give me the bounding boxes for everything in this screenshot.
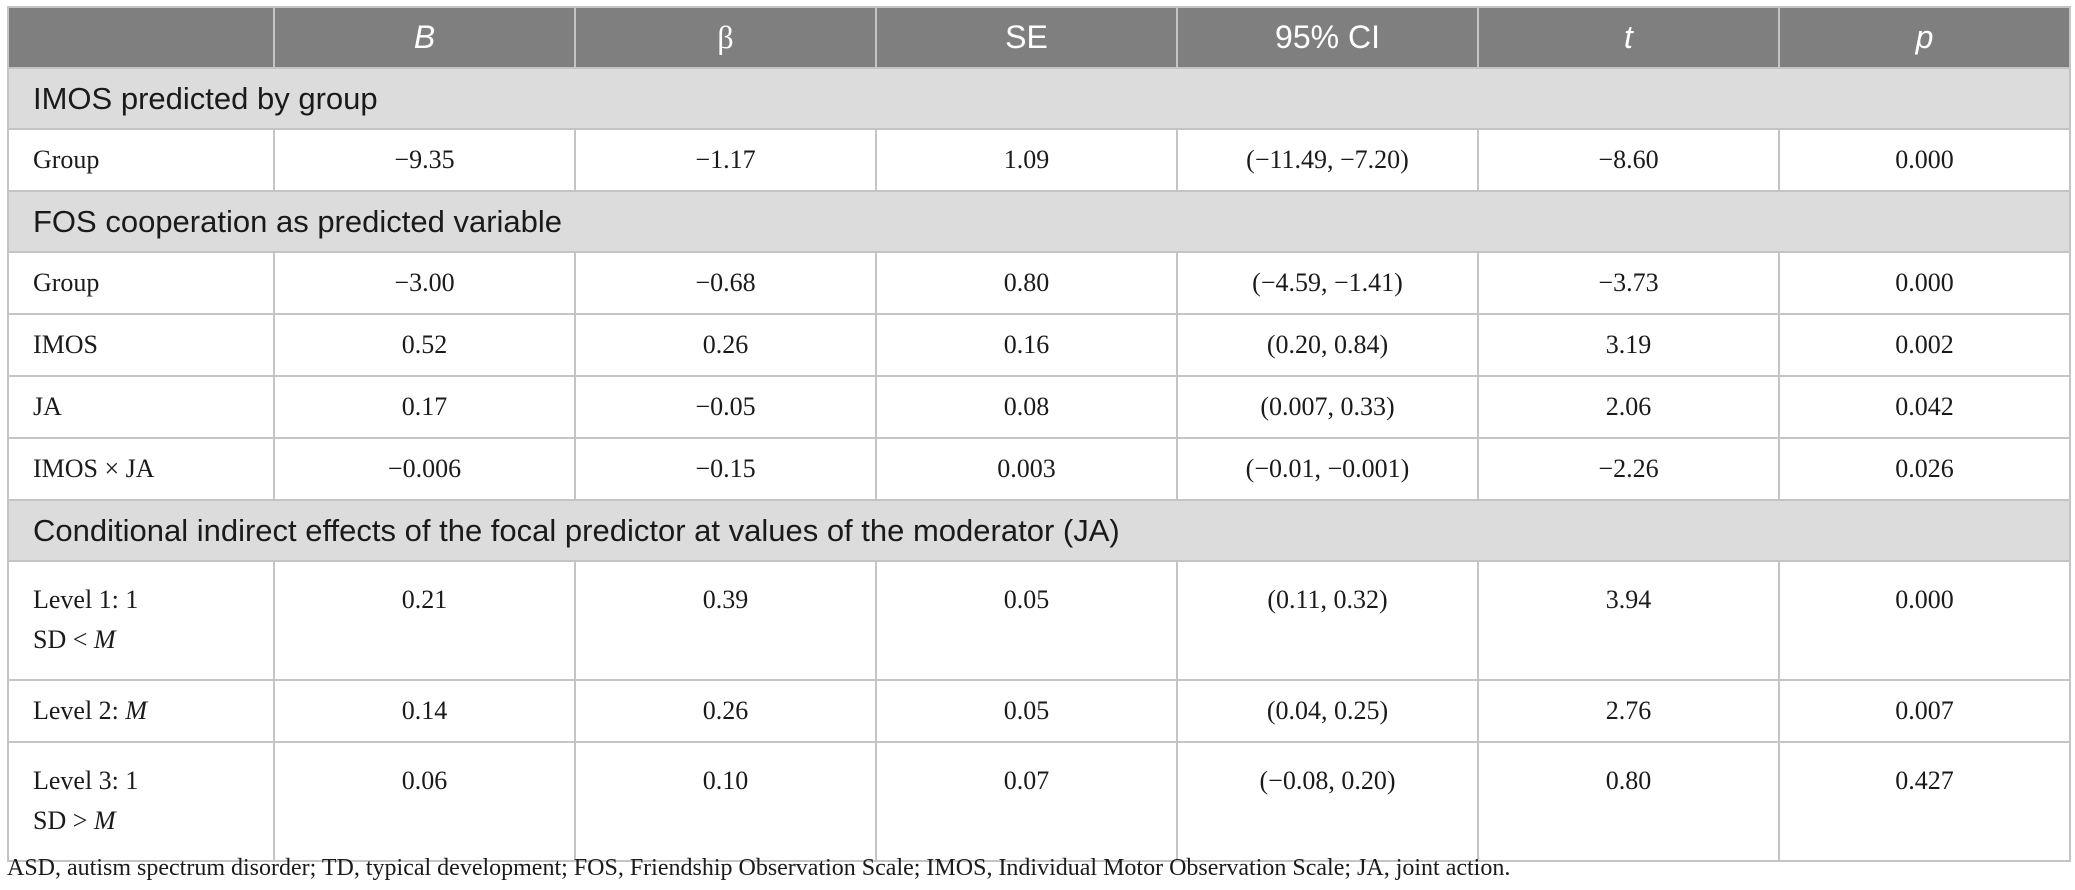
row-label: IMOS: [7, 313, 275, 377]
header-row: B β SE 95% CI t p: [7, 6, 2071, 69]
table-row: Level 1: 1 SD < M 0.21 0.39 0.05 (0.11, …: [7, 560, 2071, 681]
cell-se: 0.05: [875, 560, 1178, 681]
table-row: IMOS 0.52 0.26 0.16 (0.20, 0.84) 3.19 0.…: [7, 313, 2071, 377]
cell-b: 0.21: [273, 560, 576, 681]
header-b: B: [273, 6, 576, 69]
cell-ci: (−4.59, −1.41): [1176, 251, 1479, 315]
section-title: Conditional indirect effects of the foca…: [7, 499, 2071, 562]
cell-se: 0.003: [875, 437, 1178, 501]
cell-t: 2.06: [1477, 375, 1780, 439]
cell-p: 0.042: [1778, 375, 2071, 439]
cell-beta: 0.26: [574, 679, 877, 743]
cell-t: −8.60: [1477, 128, 1780, 192]
cell-t: 3.94: [1477, 560, 1780, 681]
cell-b: 0.14: [273, 679, 576, 743]
cell-beta: −0.68: [574, 251, 877, 315]
row-label-line2: SD >: [33, 806, 94, 835]
row-label: Level 3: 1 SD > M: [7, 741, 275, 862]
row-label-line1: Level 1: 1: [33, 585, 139, 614]
cell-se: 1.09: [875, 128, 1178, 192]
cell-p: 0.026: [1778, 437, 2071, 501]
cell-ci: (−0.01, −0.001): [1176, 437, 1479, 501]
cell-ci: (−11.49, −7.20): [1176, 128, 1479, 192]
cell-t: −3.73: [1477, 251, 1780, 315]
row-label: Group: [7, 128, 275, 192]
cell-ci: (0.04, 0.25): [1176, 679, 1479, 743]
cell-se: 0.08: [875, 375, 1178, 439]
cell-t: 3.19: [1477, 313, 1780, 377]
cell-p: 0.007: [1778, 679, 2071, 743]
header-se: SE: [875, 6, 1178, 69]
cell-ci: (−0.08, 0.20): [1176, 741, 1479, 862]
row-label: Level 1: 1 SD < M: [7, 560, 275, 681]
row-label-mean: M: [93, 625, 116, 654]
cell-beta: −1.17: [574, 128, 877, 192]
section-row: IMOS predicted by group: [7, 67, 2071, 130]
cell-p: 0.000: [1778, 560, 2071, 681]
cell-t: −2.26: [1477, 437, 1780, 501]
cell-ci: (0.20, 0.84): [1176, 313, 1479, 377]
cell-beta: 0.10: [574, 741, 877, 862]
section-row: FOS cooperation as predicted variable: [7, 190, 2071, 253]
header-beta: β: [574, 6, 877, 69]
row-label: Level 2: M: [7, 679, 275, 743]
row-label: JA: [7, 375, 275, 439]
table-row: JA 0.17 −0.05 0.08 (0.007, 0.33) 2.06 0.…: [7, 375, 2071, 439]
cell-t: 0.80: [1477, 741, 1780, 862]
cell-beta: −0.15: [574, 437, 877, 501]
table-footnote: ASD, autism spectrum disorder; TD, typic…: [7, 855, 1511, 881]
table-row: Group −9.35 −1.17 1.09 (−11.49, −7.20) −…: [7, 128, 2071, 192]
cell-p: 0.000: [1778, 251, 2071, 315]
cell-beta: 0.26: [574, 313, 877, 377]
cell-b: −9.35: [273, 128, 576, 192]
row-label-mean: M: [125, 696, 148, 725]
cell-b: 0.52: [273, 313, 576, 377]
regression-table: B β SE 95% CI t p IMOS predicted by grou…: [7, 6, 2071, 862]
header-empty: [7, 6, 275, 69]
section-title: IMOS predicted by group: [7, 67, 2071, 130]
table-row: Level 2: M 0.14 0.26 0.05 (0.04, 0.25) 2…: [7, 679, 2071, 743]
table-row: IMOS × JA −0.006 −0.15 0.003 (−0.01, −0.…: [7, 437, 2071, 501]
cell-se: 0.07: [875, 741, 1178, 862]
table-row: Level 3: 1 SD > M 0.06 0.10 0.07 (−0.08,…: [7, 741, 2071, 862]
cell-se: 0.05: [875, 679, 1178, 743]
section-row: Conditional indirect effects of the foca…: [7, 499, 2071, 562]
cell-ci: (0.11, 0.32): [1176, 560, 1479, 681]
cell-p: 0.427: [1778, 741, 2071, 862]
row-label-mean: M: [93, 806, 116, 835]
cell-p: 0.002: [1778, 313, 2071, 377]
cell-se: 0.16: [875, 313, 1178, 377]
row-label-line2: SD <: [33, 625, 94, 654]
cell-ci: (0.007, 0.33): [1176, 375, 1479, 439]
cell-beta: −0.05: [574, 375, 877, 439]
header-t: t: [1477, 6, 1780, 69]
cell-p: 0.000: [1778, 128, 2071, 192]
cell-b: 0.06: [273, 741, 576, 862]
cell-b: 0.17: [273, 375, 576, 439]
header-p: p: [1778, 6, 2071, 69]
row-label-text: Level 2:: [33, 696, 126, 725]
row-label: Group: [7, 251, 275, 315]
row-label-line1: Level 3: 1: [33, 766, 139, 795]
table-row: Group −3.00 −0.68 0.80 (−4.59, −1.41) −3…: [7, 251, 2071, 315]
cell-b: −0.006: [273, 437, 576, 501]
cell-beta: 0.39: [574, 560, 877, 681]
cell-se: 0.80: [875, 251, 1178, 315]
header-ci: 95% CI: [1176, 6, 1479, 69]
row-label: IMOS × JA: [7, 437, 275, 501]
cell-t: 2.76: [1477, 679, 1780, 743]
section-title: FOS cooperation as predicted variable: [7, 190, 2071, 253]
cell-b: −3.00: [273, 251, 576, 315]
